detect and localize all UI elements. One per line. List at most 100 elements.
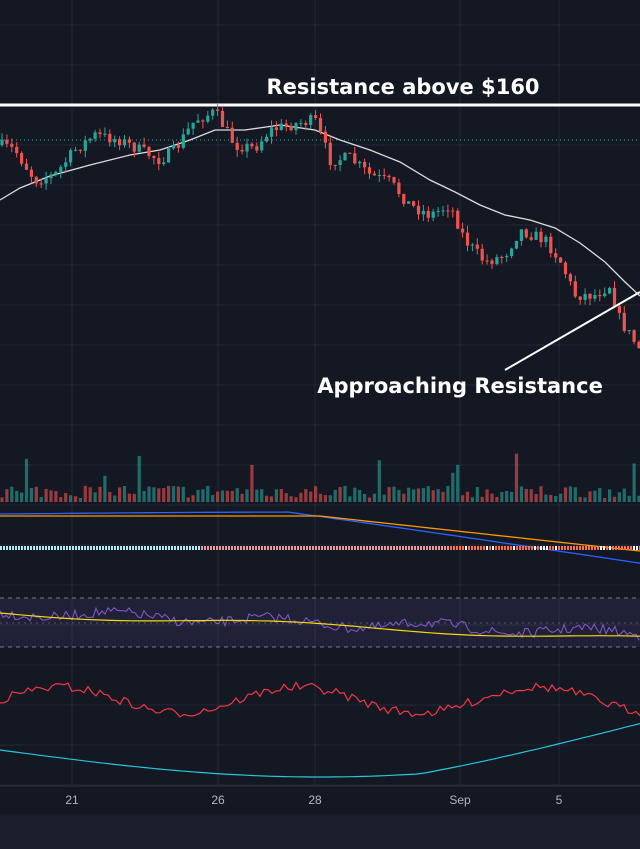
macd-histogram-bar xyxy=(99,546,101,550)
candle-body xyxy=(245,143,249,152)
macd-histogram-bar xyxy=(159,546,161,550)
volume-bar xyxy=(514,453,519,502)
candle-body xyxy=(490,260,494,265)
macd-histogram-bar xyxy=(465,546,467,550)
volume-bar xyxy=(622,488,626,502)
candle-body xyxy=(225,126,229,128)
volume-bar xyxy=(29,488,33,502)
macd-histogram-bar xyxy=(21,546,23,550)
candle-body xyxy=(69,150,73,163)
macd-histogram-bar xyxy=(30,546,32,550)
candle-body xyxy=(431,211,435,218)
volume-bar xyxy=(529,489,533,502)
macd-histogram-bar xyxy=(237,546,239,550)
volume-bar xyxy=(309,491,313,502)
candle-body xyxy=(529,237,533,240)
price-pane[interactable]: Resistance above $160 Approaching Resist… xyxy=(0,75,640,398)
macd-histogram-bar xyxy=(459,546,461,550)
volume-bar xyxy=(485,489,489,502)
candle-body xyxy=(98,132,102,134)
volume-bar xyxy=(206,485,210,502)
macd-histogram-bar xyxy=(609,546,611,550)
macd-histogram-bar xyxy=(150,546,152,550)
macd-histogram-bar xyxy=(390,546,392,550)
volume-bar xyxy=(250,464,254,502)
volume-bar xyxy=(343,485,347,502)
macd-histogram-bar xyxy=(144,546,146,550)
oscillator-cyan-line xyxy=(0,723,640,778)
volume-bar xyxy=(382,494,386,502)
volume-bar xyxy=(196,489,200,502)
macd-histogram-bar xyxy=(264,546,266,550)
macd-histogram-bar xyxy=(9,546,11,550)
volume-bar xyxy=(465,491,470,502)
macd-histogram-bar xyxy=(273,546,275,550)
macd-histogram-bar xyxy=(441,546,443,550)
macd-histogram-bar xyxy=(177,546,179,550)
candle-body xyxy=(372,173,376,176)
candle-body xyxy=(196,120,200,123)
macd-histogram-bar xyxy=(48,546,50,550)
volume-bar xyxy=(549,494,553,502)
candle-body xyxy=(289,125,293,131)
macd-histogram-bar xyxy=(507,546,509,550)
macd-histogram-bar xyxy=(462,546,464,550)
candle-body xyxy=(578,296,582,300)
macd-histogram-bar xyxy=(15,546,17,550)
macd-histogram-bar xyxy=(45,546,47,550)
macd-histogram-bar xyxy=(345,546,347,550)
volume-bar xyxy=(59,497,63,502)
candle-body xyxy=(284,123,288,126)
resistance-annotation: Resistance above $160 xyxy=(266,75,539,99)
macd-histogram-bar xyxy=(129,546,131,550)
volume-bar xyxy=(333,489,337,502)
macd-histogram-bar xyxy=(537,546,539,550)
macd-histogram-bar xyxy=(552,546,554,550)
candle-body xyxy=(88,138,92,141)
volume-bar xyxy=(122,485,127,502)
candle-body xyxy=(358,161,362,164)
candle-body xyxy=(269,127,274,137)
candle-body xyxy=(603,293,607,297)
macd-histogram-bar xyxy=(468,546,470,550)
macd-histogram-bar xyxy=(387,546,389,550)
macd-histogram-bar xyxy=(192,546,194,550)
volume-bar xyxy=(431,490,435,502)
volume-bar xyxy=(490,493,494,502)
macd-histogram-bar xyxy=(180,546,182,550)
candle-body xyxy=(113,139,117,143)
volume-bar xyxy=(167,485,171,502)
volume-bar xyxy=(539,486,543,502)
macd-histogram-bar xyxy=(36,546,38,550)
macd-histogram-bar xyxy=(51,546,53,550)
volume-bar xyxy=(44,488,48,502)
candle-body xyxy=(5,139,9,144)
candle-body xyxy=(181,134,185,148)
macd-histogram-bar xyxy=(252,546,254,550)
candle-body xyxy=(83,140,87,151)
macd-histogram-bar xyxy=(219,546,221,550)
macd-histogram-bar xyxy=(54,546,56,550)
volume-bar xyxy=(583,497,587,502)
oscillator-red-line xyxy=(0,681,640,718)
volume-bar xyxy=(510,491,514,502)
macd-histogram-bar xyxy=(231,546,233,550)
candle-body xyxy=(108,133,112,143)
volume-bar xyxy=(20,492,24,502)
macd-histogram-bar xyxy=(411,546,413,550)
macd-histogram-bar xyxy=(213,546,215,550)
candle-body xyxy=(274,127,278,130)
volume-bar xyxy=(15,490,19,502)
volume-bar xyxy=(407,487,411,502)
candle-body xyxy=(255,146,259,151)
macd-histogram-bar xyxy=(498,546,500,550)
candle-body xyxy=(304,123,308,125)
candle-body xyxy=(608,287,612,294)
macd-histogram-bar xyxy=(132,546,134,550)
candle-body xyxy=(583,293,587,300)
x-tick-21: 21 xyxy=(65,793,79,807)
volume-bar xyxy=(5,489,9,502)
volume-bar xyxy=(171,486,176,502)
candle-body xyxy=(348,152,352,154)
